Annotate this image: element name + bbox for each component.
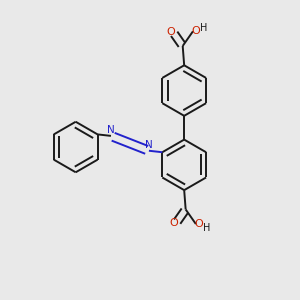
Text: H: H: [200, 23, 207, 33]
Text: O: O: [194, 219, 203, 229]
Text: O: O: [169, 218, 178, 228]
Text: H: H: [203, 223, 210, 233]
Text: O: O: [166, 27, 175, 37]
Text: O: O: [191, 26, 200, 36]
Text: N: N: [107, 125, 115, 135]
Text: N: N: [145, 140, 153, 150]
